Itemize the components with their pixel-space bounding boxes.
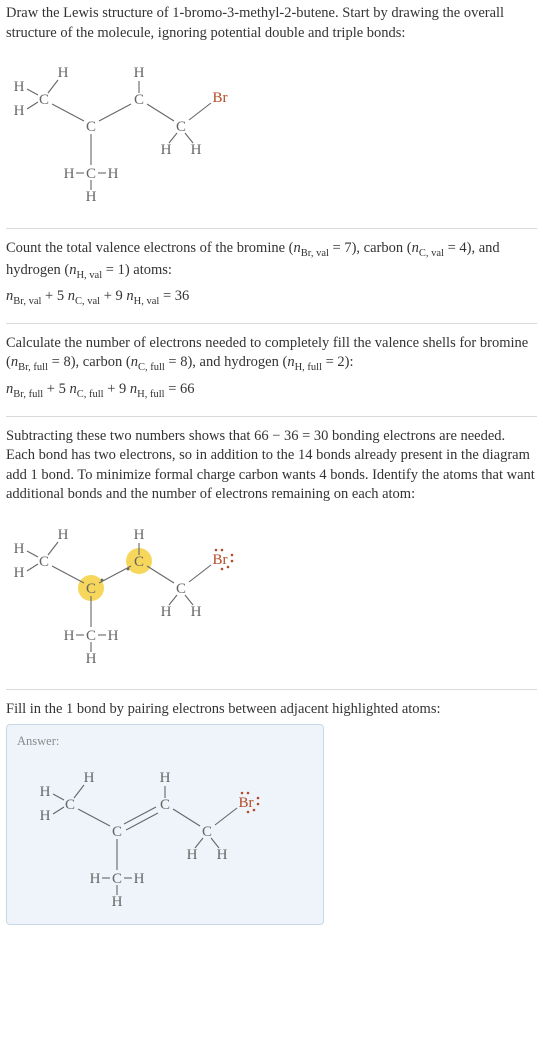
structure-answer: C H H H C C H C H H Br C H H H [17, 752, 289, 912]
svg-text:H: H [217, 847, 228, 863]
svg-text:H: H [161, 142, 172, 158]
fill-bond-paragraph: Fill in the 1 bond by pairing electrons … [6, 700, 537, 720]
svg-text:H: H [191, 604, 202, 620]
svg-text:C: C [202, 824, 212, 840]
svg-text:H: H [134, 527, 145, 543]
svg-text:H: H [134, 65, 145, 81]
svg-text:C: C [86, 581, 96, 597]
svg-text:H: H [187, 847, 198, 863]
svg-text:H: H [58, 65, 69, 81]
svg-text:H: H [86, 651, 97, 667]
svg-text:C: C [86, 119, 96, 135]
svg-text:Br: Br [213, 90, 228, 106]
svg-text:C: C [39, 92, 49, 108]
answer-box: Answer: C H H H C C H C H H Br C [6, 724, 324, 925]
divider [6, 689, 537, 690]
full-shell-paragraph: Calculate the number of electrons needed… [6, 334, 537, 376]
svg-text:H: H [161, 604, 172, 620]
svg-text:H: H [40, 784, 51, 800]
divider [6, 416, 537, 417]
text: Draw the Lewis structure of 1-bromo-3-me… [6, 5, 504, 41]
svg-text:H: H [40, 808, 51, 824]
svg-text:H: H [112, 894, 123, 910]
valence-paragraph: Count the total valence electrons of the… [6, 239, 537, 283]
svg-text:H: H [84, 770, 95, 786]
svg-text:C: C [65, 797, 75, 813]
svg-text:H: H [14, 79, 25, 95]
svg-text:C: C [176, 581, 186, 597]
svg-text:C: C [112, 871, 122, 887]
svg-text:H: H [64, 628, 75, 644]
svg-text:H: H [14, 541, 25, 557]
divider [6, 228, 537, 229]
svg-text:H: H [14, 565, 25, 581]
bonding-paragraph: Subtracting these two numbers shows that… [6, 427, 537, 505]
svg-text:H: H [191, 142, 202, 158]
svg-text:C: C [39, 554, 49, 570]
svg-text:H: H [86, 189, 97, 205]
svg-text:H: H [64, 166, 75, 182]
svg-text:H: H [58, 527, 69, 543]
svg-text:C: C [134, 554, 144, 570]
structure-1: C H H H C C H C H H Br C H H H [6, 47, 537, 214]
valence-equation: nBr, val + 5 nC, val + 9 nH, val = 36 [6, 287, 537, 309]
svg-text:Br: Br [239, 795, 254, 811]
svg-text:C: C [160, 797, 170, 813]
svg-text:C: C [176, 119, 186, 135]
svg-text:H: H [14, 103, 25, 119]
svg-text:Br: Br [213, 552, 228, 568]
svg-text:C: C [134, 92, 144, 108]
svg-text:C: C [86, 166, 96, 182]
svg-text:H: H [108, 628, 119, 644]
svg-text:H: H [108, 166, 119, 182]
structure-2: C H H H C C H C H H Br C H H H [6, 509, 537, 676]
full-shell-equation: nBr, full + 5 nC, full + 9 nH, full = 66 [6, 380, 537, 402]
svg-text:H: H [90, 871, 101, 887]
intro-paragraph: Draw the Lewis structure of 1-bromo-3-me… [6, 4, 537, 43]
answer-label: Answer: [17, 733, 313, 750]
divider [6, 323, 537, 324]
svg-text:C: C [112, 824, 122, 840]
svg-text:C: C [86, 628, 96, 644]
svg-text:H: H [160, 770, 171, 786]
svg-text:H: H [134, 871, 145, 887]
